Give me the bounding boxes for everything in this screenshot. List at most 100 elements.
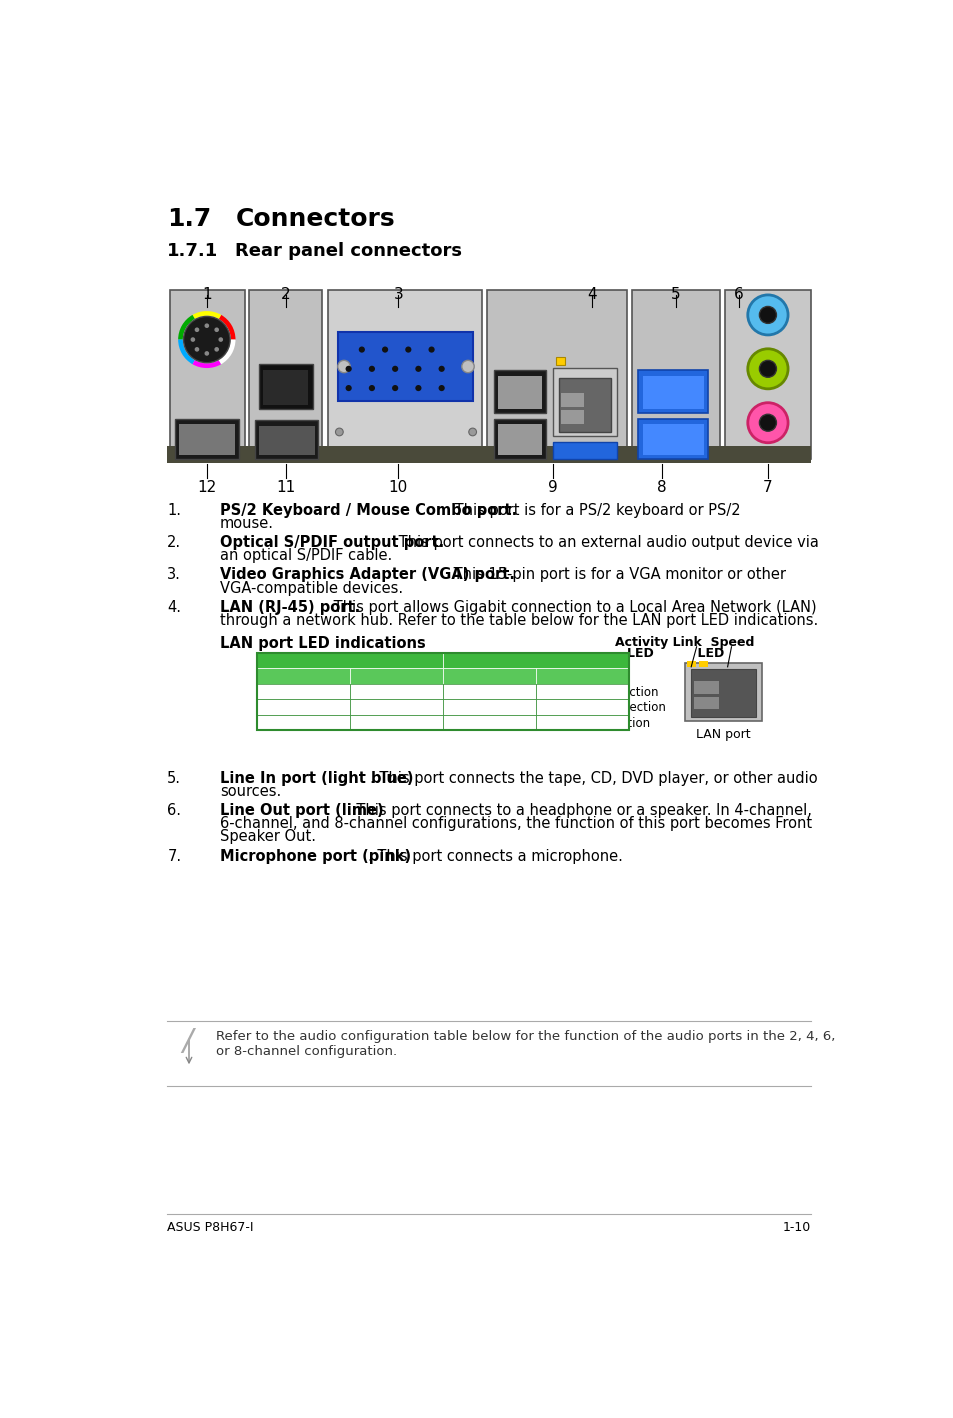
Circle shape (438, 386, 444, 391)
Text: Description: Description (544, 671, 620, 683)
Text: Linked: Linked (354, 702, 393, 715)
Bar (350, 683, 443, 699)
Text: 1 Gbps connection: 1 Gbps connection (539, 718, 650, 730)
Bar (257, 668, 350, 683)
Bar (328, 289, 481, 459)
Bar (263, 370, 308, 406)
Wedge shape (178, 339, 194, 364)
Text: 12: 12 (197, 479, 216, 495)
Circle shape (194, 347, 199, 352)
Text: 5: 5 (670, 288, 679, 302)
Bar (536, 699, 629, 715)
Circle shape (214, 328, 219, 332)
Text: 2: 2 (281, 288, 291, 302)
Bar (443, 668, 536, 683)
Circle shape (392, 366, 397, 372)
Circle shape (191, 337, 195, 342)
Bar (493, 418, 546, 459)
Text: ASUS P8H67-I: ASUS P8H67-I (167, 1221, 253, 1234)
Circle shape (183, 316, 230, 363)
Bar (443, 683, 536, 699)
Bar (167, 445, 810, 462)
Text: GREEN: GREEN (447, 718, 487, 730)
Text: 10 Mbps connection: 10 Mbps connection (539, 686, 658, 699)
Text: 1-10: 1-10 (781, 1221, 810, 1234)
Bar (443, 699, 536, 715)
Circle shape (428, 346, 435, 353)
Text: Line Out port (lime): Line Out port (lime) (220, 803, 383, 818)
Bar (560, 410, 583, 424)
Bar (497, 424, 541, 455)
Bar (555, 357, 564, 364)
Bar (258, 425, 314, 455)
Text: 5.: 5. (167, 771, 181, 786)
Text: OFF: OFF (261, 686, 283, 699)
Wedge shape (193, 360, 221, 369)
Circle shape (204, 323, 209, 328)
Circle shape (759, 360, 776, 377)
Wedge shape (218, 315, 235, 339)
Text: LAN port LED indications: LAN port LED indications (220, 637, 425, 651)
Text: This 15-pin port is for a VGA monitor or other: This 15-pin port is for a VGA monitor or… (448, 567, 785, 583)
Bar (638, 370, 707, 413)
Bar (536, 715, 629, 730)
Text: 7.: 7. (167, 848, 181, 864)
Text: Description: Description (358, 671, 435, 683)
Text: 1.7.1: 1.7.1 (167, 242, 218, 261)
Bar (558, 379, 611, 432)
Circle shape (415, 386, 421, 391)
Text: mouse.: mouse. (220, 516, 274, 530)
Circle shape (468, 428, 476, 435)
Text: 6.: 6. (167, 803, 181, 818)
Text: Optical S/PDIF output port.: Optical S/PDIF output port. (220, 535, 444, 550)
Text: No link: No link (354, 686, 395, 699)
Bar (174, 418, 239, 459)
Wedge shape (193, 311, 221, 319)
Bar (724, 289, 810, 459)
Circle shape (194, 328, 199, 332)
Text: 1: 1 (202, 288, 212, 302)
Text: sources.: sources. (220, 784, 281, 798)
Circle shape (214, 347, 219, 352)
Text: This port connects to an external audio output device via: This port connects to an external audio … (394, 535, 818, 550)
Text: This port is for a PS/2 keyboard or PS/2: This port is for a PS/2 keyboard or PS/2 (450, 503, 740, 518)
Text: 4.: 4. (167, 600, 181, 615)
Circle shape (415, 366, 421, 372)
Bar (642, 376, 703, 408)
Circle shape (381, 346, 388, 353)
Bar (536, 668, 629, 683)
Bar (553, 442, 617, 459)
Circle shape (345, 366, 352, 372)
Text: Status: Status (468, 671, 511, 683)
Text: VGA-compatible devices.: VGA-compatible devices. (220, 580, 403, 596)
Bar (694, 682, 719, 693)
Circle shape (369, 366, 375, 372)
Bar (443, 715, 536, 730)
Text: 6: 6 (734, 288, 743, 302)
Bar (553, 369, 617, 435)
Text: 9: 9 (548, 479, 558, 495)
Circle shape (747, 295, 787, 335)
Bar (257, 652, 629, 730)
Bar (258, 364, 313, 408)
Text: ORANGE: ORANGE (261, 702, 311, 715)
Bar (254, 420, 318, 459)
Text: 10: 10 (388, 479, 408, 495)
Text: 8: 8 (657, 479, 666, 495)
Text: Line In port (light blue): Line In port (light blue) (220, 771, 413, 786)
Bar (179, 424, 235, 455)
Circle shape (747, 403, 787, 442)
Bar (487, 289, 626, 459)
Bar (642, 424, 703, 455)
Circle shape (405, 346, 411, 353)
Text: Video Graphics Adapter (VGA) port.: Video Graphics Adapter (VGA) port. (220, 567, 515, 583)
Bar (170, 289, 245, 459)
Text: Status: Status (282, 671, 325, 683)
Bar (632, 289, 720, 459)
Text: PS/2 Keyboard / Mouse Combo port.: PS/2 Keyboard / Mouse Combo port. (220, 503, 517, 518)
Bar (536, 683, 629, 699)
Text: LAN port: LAN port (696, 729, 750, 742)
Text: /: / (182, 1027, 193, 1056)
Bar (257, 715, 350, 730)
Bar (699, 661, 707, 666)
